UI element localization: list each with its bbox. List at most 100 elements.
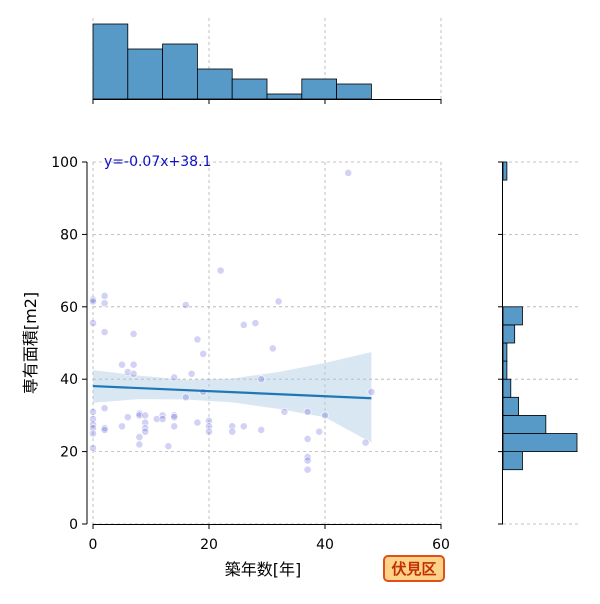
confidence-band	[93, 352, 372, 443]
regression-line-group	[92, 384, 372, 400]
scatter-point	[205, 427, 213, 436]
right-hist-bar	[502, 396, 519, 416]
scatter-point	[158, 415, 167, 423]
scatter-point	[251, 319, 260, 327]
scatter-point	[228, 427, 237, 436]
scatter-point	[257, 425, 266, 434]
scatter-point	[181, 393, 190, 402]
scatter-point	[367, 387, 376, 396]
scatter-point	[129, 369, 138, 378]
scatter-point	[361, 438, 370, 447]
y-axis-label: 専有面積[m2]	[21, 292, 40, 394]
scatter-point	[89, 424, 97, 432]
scatter-point	[89, 429, 97, 438]
scatter-point	[216, 266, 225, 275]
scatter-point	[118, 360, 126, 369]
scatter-point	[315, 427, 324, 436]
right-hist-bar	[502, 324, 516, 344]
x-tick-label: 0	[89, 537, 98, 553]
scatter-point	[228, 422, 237, 431]
top-marginal-histogram	[92, 18, 442, 104]
scatter-point	[193, 335, 202, 344]
scatter-point	[170, 413, 179, 422]
scatter-point	[268, 344, 277, 353]
main-axes: 0 20 40 60 0 20 40 60 80 100	[51, 155, 450, 553]
scatter-point	[152, 415, 161, 423]
scatter-point	[89, 297, 97, 306]
right-hist-bar	[502, 342, 508, 362]
x-tick-label: 20	[200, 537, 218, 553]
scatter-point	[303, 407, 312, 416]
scatter-point	[89, 295, 97, 304]
x-axis-label: 築年数[年]	[225, 560, 302, 579]
scatter-points	[89, 168, 376, 474]
right-hist-bar	[502, 161, 508, 181]
scatter-point	[170, 422, 179, 431]
top-hist-bar	[231, 78, 268, 100]
scatter-point	[193, 418, 202, 427]
scatter-point	[280, 407, 289, 416]
top-hist-bar	[92, 23, 129, 100]
ward-badge-box	[383, 555, 445, 582]
y-tick-label: 80	[60, 227, 78, 243]
scatter-point	[141, 427, 150, 436]
confidence-band-group	[93, 352, 372, 443]
scatter-point	[303, 456, 312, 465]
y-tick-label: 100	[51, 155, 78, 171]
scatter-point	[205, 416, 213, 425]
scatter-point	[141, 418, 150, 427]
right-hist-bar	[502, 378, 512, 398]
scatter-point	[135, 433, 144, 441]
scatter-point	[257, 375, 266, 384]
scatter-point	[89, 415, 97, 423]
y-tick-label: 20	[60, 445, 78, 461]
scatter-point	[89, 407, 97, 416]
right-hist-bar	[502, 360, 508, 380]
top-hist-bar	[162, 43, 198, 100]
scatter-point	[123, 368, 132, 376]
scatter-point	[135, 409, 144, 418]
scatter-point	[89, 444, 97, 452]
scatter-point	[89, 319, 97, 327]
scatter-point	[187, 369, 196, 378]
scatter-point	[100, 299, 109, 308]
scatter-point	[100, 404, 109, 413]
right-hist-bar	[502, 451, 523, 471]
scatter-point	[129, 329, 138, 338]
regression-line	[92, 384, 372, 400]
scatter-point	[129, 360, 138, 369]
scatter-point	[199, 349, 208, 358]
y-tick-label: 0	[69, 517, 78, 533]
top-hist-bar	[301, 78, 337, 100]
ward-badge-label: 伏見区	[391, 560, 436, 578]
scatter-point	[321, 411, 329, 420]
x-tick-label: 40	[316, 537, 334, 553]
scatter-point	[100, 425, 109, 434]
scatter-point	[135, 440, 144, 449]
scatter-point	[135, 411, 144, 420]
scatter-point	[274, 297, 283, 306]
scatter-point	[170, 373, 179, 382]
y-tick-label: 40	[60, 372, 78, 388]
right-hist-bar	[502, 306, 523, 326]
scatter-point	[100, 291, 109, 300]
scatter-point	[164, 442, 173, 451]
top-hist-bar	[266, 93, 303, 100]
scatter-point	[181, 301, 190, 309]
scatter-point	[100, 328, 109, 336]
scatter-point	[239, 422, 248, 431]
scatter-point	[100, 424, 109, 432]
y-tick-label: 60	[60, 300, 78, 316]
right-marginal-histogram	[498, 161, 581, 525]
scatter-point	[303, 465, 312, 474]
top-hist-bar	[196, 68, 233, 100]
right-hist-bar	[502, 433, 578, 453]
ward-badge: 伏見区	[383, 555, 445, 582]
scatter-point	[118, 422, 126, 431]
right-hist-bar	[502, 414, 547, 434]
scatter-point	[141, 411, 150, 420]
top-hist-bar	[127, 48, 164, 100]
scatter-point	[303, 434, 312, 443]
scatter-point	[205, 422, 213, 431]
